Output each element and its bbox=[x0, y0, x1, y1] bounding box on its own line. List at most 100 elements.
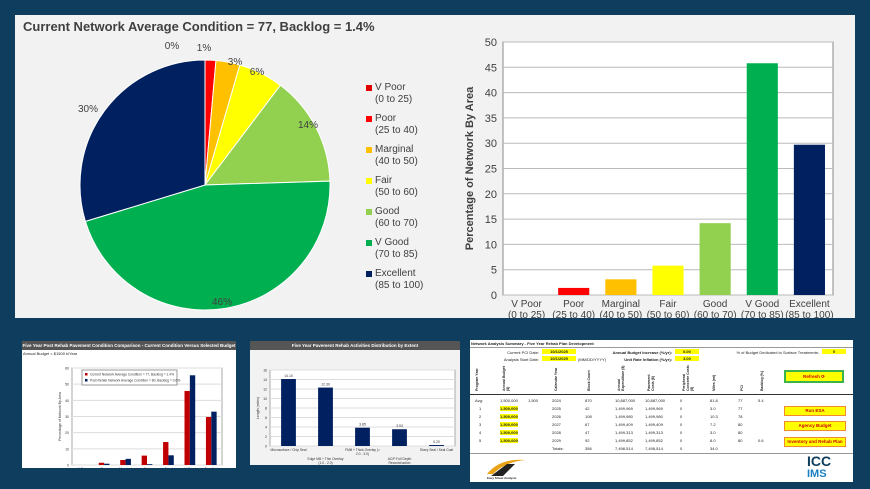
x-tick-label: 2.0 - 3.0) bbox=[356, 452, 369, 456]
agency-budget-button[interactable]: Agency Budget bbox=[784, 421, 846, 431]
legend-swatch bbox=[366, 116, 372, 122]
table-cell: 0 bbox=[680, 430, 683, 435]
pie-data-label: 30% bbox=[78, 104, 98, 115]
legend-swatch bbox=[366, 209, 372, 215]
legend-swatch bbox=[85, 373, 88, 376]
legend-range: (40 to 50) bbox=[375, 156, 418, 167]
legend-range: (85 to 100) bbox=[375, 280, 424, 291]
legend-range: (70 to 85) bbox=[375, 249, 418, 260]
legend-range: (60 to 70) bbox=[375, 218, 418, 229]
bar bbox=[141, 455, 147, 465]
column-header: Block Count bbox=[587, 370, 591, 391]
dashboard-top-panel: Current Network Average Condition = 77, … bbox=[15, 15, 855, 318]
table-cell: 1 bbox=[479, 406, 482, 411]
x-tick-label: Fair bbox=[659, 299, 677, 310]
table-cell: 2028 bbox=[552, 430, 561, 435]
legend-swatch bbox=[366, 240, 372, 246]
totals-cell: 7,498,514 bbox=[615, 446, 633, 451]
column-header: Peripheral Concrete Costs ($) bbox=[682, 365, 694, 391]
start-date-input[interactable]: 10/1/2025 bbox=[542, 356, 576, 361]
table-cell: 3.0 bbox=[710, 406, 716, 411]
y-tick-label: 4 bbox=[265, 426, 267, 430]
column-header: Calendar Year bbox=[554, 367, 558, 391]
legend-item: Marginal (40 to 50) bbox=[366, 144, 418, 168]
x-tick-label: (70 to 85) bbox=[741, 310, 784, 318]
table-cell: 1,499,969 bbox=[645, 406, 663, 411]
table-cell: 47 bbox=[585, 430, 590, 435]
legend-swatch bbox=[85, 379, 88, 382]
totals-cell: 0 bbox=[680, 446, 683, 451]
avg-cell: 1,500,000 bbox=[500, 398, 518, 403]
legend-item: Fair (50 to 60) bbox=[366, 175, 418, 199]
table-cell: 1,499,313 bbox=[645, 430, 663, 435]
annual-budget-input[interactable]: 1,500,000 bbox=[500, 430, 518, 435]
data-label: 3.85 bbox=[359, 423, 366, 427]
panel-title: Five Year Post Rehab Pavement Condition … bbox=[22, 341, 236, 350]
table-cell: 78 bbox=[738, 414, 743, 419]
surface-treatment-input[interactable]: 0 bbox=[822, 349, 846, 354]
refresh-button[interactable]: Refresh ⟳ bbox=[784, 370, 844, 383]
avg-cell: 1,500 bbox=[528, 398, 539, 403]
legend-swatch bbox=[366, 271, 372, 277]
pie-slice bbox=[84, 180, 331, 311]
y-tick-label: 10 bbox=[263, 397, 267, 401]
totals-cell: 356 bbox=[585, 446, 592, 451]
table-cell: 92 bbox=[585, 438, 590, 443]
y-tick-label: 0 bbox=[265, 445, 267, 449]
run-esa-button[interactable]: Run ESA bbox=[784, 406, 846, 416]
x-tick-label: Poor bbox=[563, 299, 585, 310]
bar bbox=[125, 458, 131, 465]
legend-label: Fair bbox=[375, 175, 393, 186]
bar bbox=[318, 387, 333, 446]
bar bbox=[189, 375, 196, 465]
pci-date-input[interactable]: 10/1/2025 bbox=[542, 349, 576, 354]
comparison-bar-chart: 0 10 20 30 40 50 60 Percentage of Network By Ar… bbox=[58, 367, 223, 468]
x-tick-label: (60 to 70) bbox=[694, 310, 737, 318]
table-cell: 0 bbox=[680, 422, 683, 427]
x-tick-label: (50 to 60) bbox=[647, 310, 690, 318]
column-header: Miles (mi) bbox=[712, 374, 716, 391]
annual-budget-input[interactable]: 1,500,000 bbox=[500, 422, 518, 427]
bar bbox=[392, 429, 407, 446]
legend-item: Poor (25 to 40) bbox=[366, 113, 418, 137]
ims-logo: IMS bbox=[807, 468, 827, 480]
annual-budget-input[interactable]: 1,500,000 bbox=[500, 414, 518, 419]
inflation-input[interactable]: 3.00 bbox=[675, 356, 699, 361]
x-tick-label: Good bbox=[703, 299, 727, 310]
inflation-label: Unit Rate Inflation (%/yr): bbox=[624, 357, 672, 362]
x-tick-label: Microsurface / Chip Seal bbox=[271, 448, 307, 452]
annual-budget-input[interactable]: 1,500,000 bbox=[500, 438, 518, 443]
x-tick-label: Marginal bbox=[119, 467, 132, 468]
x-tick-label: Slurry Seal / Seal Coat bbox=[420, 448, 453, 452]
y-tick-label: 25 bbox=[485, 164, 497, 176]
budget-increase-input[interactable]: 0.00 bbox=[675, 349, 699, 354]
bar bbox=[558, 287, 590, 295]
legend-label: Excellent bbox=[375, 268, 416, 279]
x-tick-label: (40 to 50) bbox=[599, 310, 642, 318]
annual-budget-input[interactable]: 1,500,000 bbox=[500, 406, 518, 411]
inventory-rehab-plan-button[interactable]: Inventory and Rehab Plan bbox=[784, 437, 846, 447]
x-tick-label: Reconstruction bbox=[389, 461, 411, 465]
legend-label: Good bbox=[375, 206, 400, 217]
table-cell: 5 bbox=[479, 438, 482, 443]
y-tick-label: 45 bbox=[485, 62, 497, 74]
table-cell: 0 bbox=[680, 414, 683, 419]
logo-text: Easy Street Analysis bbox=[487, 476, 517, 480]
table-cell: 0.6 bbox=[758, 438, 764, 443]
table-cell: 3.0 bbox=[710, 430, 716, 435]
legend-label: Marginal bbox=[375, 144, 414, 155]
table-cell: 10.3 bbox=[710, 414, 718, 419]
pie-data-label: 6% bbox=[250, 67, 265, 78]
legend-item: Good (60 to 70) bbox=[366, 206, 418, 230]
column-header: Program Year bbox=[475, 368, 479, 391]
table-cell: 77 bbox=[738, 406, 743, 411]
legend-range: (50 to 60) bbox=[375, 187, 418, 198]
pie-chart-title: Current Network Average Condition = 77, … bbox=[23, 19, 375, 34]
bar bbox=[793, 144, 825, 295]
table-cell: 1,499,409 bbox=[615, 422, 633, 427]
bar bbox=[184, 390, 190, 465]
y-tick-label: 50 bbox=[485, 37, 497, 49]
column-header: Pavement Costs ($) bbox=[647, 374, 655, 391]
y-tick-label: 40 bbox=[65, 399, 69, 403]
condition-bar-chart: 0 5 10 15 20 25 30 35 40 45 50 Percentage of Networ… bbox=[464, 37, 834, 318]
